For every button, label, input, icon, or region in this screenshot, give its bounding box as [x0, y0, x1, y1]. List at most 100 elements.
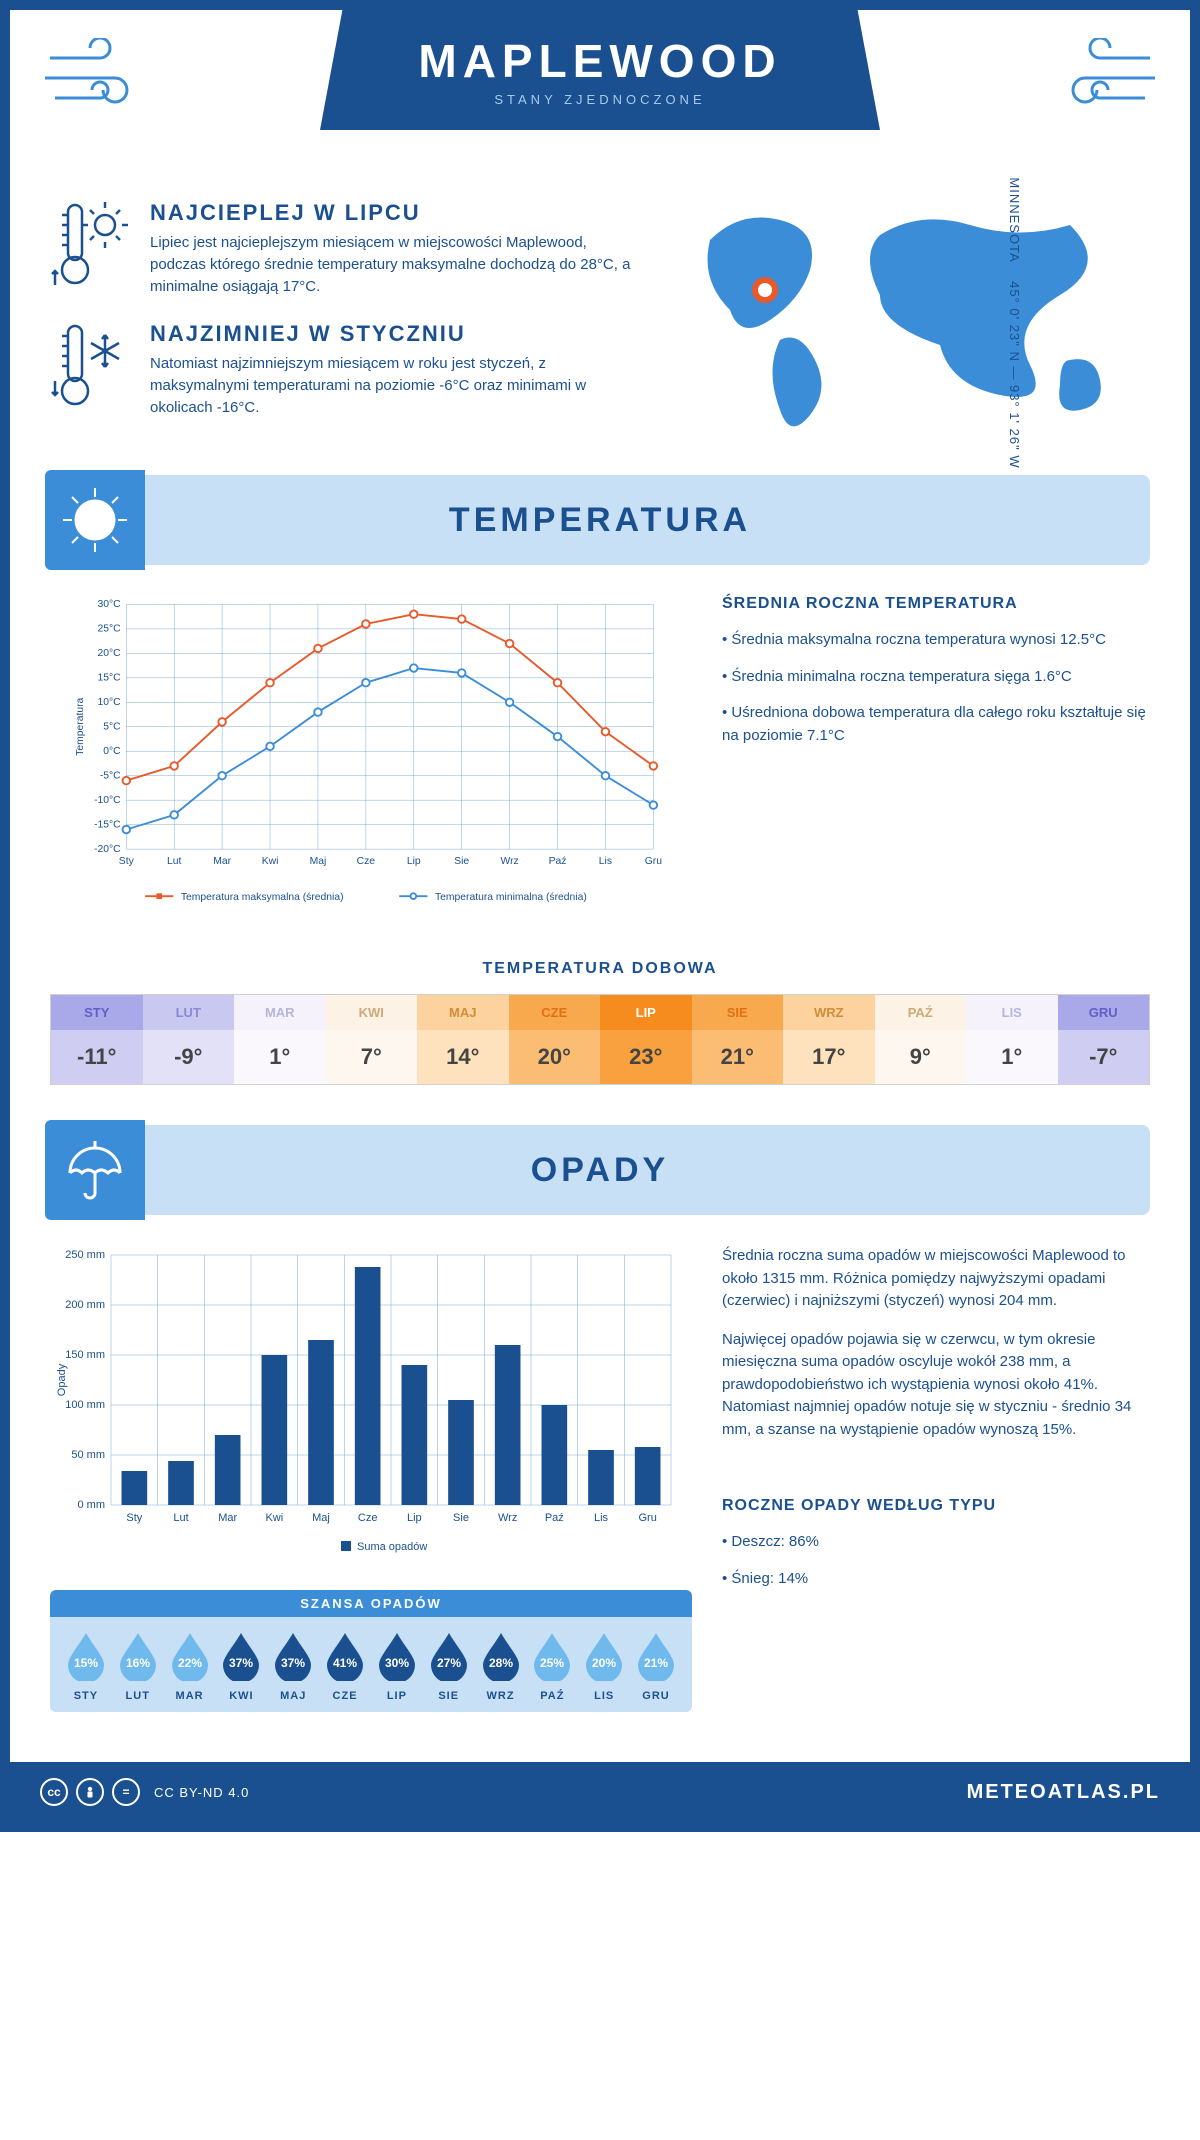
- svg-text:20°C: 20°C: [98, 648, 122, 659]
- precipitation-section-banner: OPADY: [50, 1125, 1150, 1215]
- svg-text:250 mm: 250 mm: [65, 1249, 105, 1261]
- svg-text:25%: 25%: [540, 1656, 564, 1670]
- precip-rain: • Deszcz: 86%: [722, 1531, 1150, 1554]
- hot-fact-text: Lipiec jest najcieplejszym miesiącem w m…: [150, 232, 640, 297]
- chance-drop: 30% LIP: [373, 1631, 421, 1702]
- svg-text:-10°C: -10°C: [94, 795, 121, 806]
- cc-icon: cc: [40, 1778, 68, 1806]
- temp-table-cell: WRZ 17°: [783, 995, 875, 1084]
- svg-text:Lis: Lis: [594, 1512, 609, 1524]
- nd-icon: =: [112, 1778, 140, 1806]
- svg-text:0°C: 0°C: [103, 746, 121, 757]
- svg-text:Maj: Maj: [312, 1512, 330, 1524]
- header: MAPLEWOOD STANY ZJEDNOCZONE: [10, 10, 1190, 190]
- world-map-panel: MINNESOTA 45° 0' 23" N — 93° 1' 26" W: [670, 200, 1150, 445]
- page-subtitle: STANY ZJEDNOCZONE: [494, 92, 705, 107]
- chance-drop: 41% CZE: [321, 1631, 369, 1702]
- chance-drop: 37% MAJ: [269, 1631, 317, 1702]
- svg-text:Cze: Cze: [358, 1512, 378, 1524]
- svg-text:Lis: Lis: [599, 856, 612, 867]
- svg-text:Lip: Lip: [407, 1512, 422, 1524]
- brand-text: METEOATLAS.PL: [967, 1781, 1160, 1804]
- svg-text:28%: 28%: [489, 1656, 513, 1670]
- chance-drop: 21% GRU: [632, 1631, 680, 1702]
- svg-text:50 mm: 50 mm: [71, 1449, 105, 1461]
- svg-text:Lut: Lut: [167, 856, 182, 867]
- svg-text:Lip: Lip: [407, 856, 421, 867]
- precipitation-chance-panel: SZANSA OPADÓW 15% STY 16% LUT 22% MAR 37…: [50, 1590, 692, 1712]
- temp-table-cell: PAŹ 9°: [875, 995, 967, 1084]
- cold-fact-text: Natomiast najzimniejszym miesiącem w rok…: [150, 353, 640, 418]
- temp-table-cell: LUT -9°: [143, 995, 235, 1084]
- temp-table-cell: KWI 7°: [326, 995, 418, 1084]
- svg-text:Wrz: Wrz: [498, 1512, 517, 1524]
- hottest-fact: NAJCIEPLEJ W LIPCU Lipiec jest najcieple…: [50, 200, 640, 297]
- header-banner: MAPLEWOOD STANY ZJEDNOCZONE: [320, 10, 880, 130]
- svg-text:41%: 41%: [333, 1656, 357, 1670]
- svg-text:15°C: 15°C: [98, 673, 122, 684]
- chance-drop: 15% STY: [62, 1631, 110, 1702]
- svg-text:5°C: 5°C: [103, 722, 121, 733]
- temp-table-cell: LIP 23°: [600, 995, 692, 1084]
- page-title: MAPLEWOOD: [418, 34, 781, 88]
- svg-text:Gru: Gru: [645, 856, 662, 867]
- footer: cc = CC BY-ND 4.0 METEOATLAS.PL: [10, 1762, 1190, 1822]
- temp-bullet: • Uśredniona dobowa temperatura dla całe…: [722, 702, 1150, 747]
- svg-text:Temperatura: Temperatura: [75, 697, 86, 755]
- svg-text:Cze: Cze: [357, 856, 376, 867]
- chance-drop: 16% LUT: [114, 1631, 162, 1702]
- svg-text:Wrz: Wrz: [501, 856, 519, 867]
- svg-text:Opady: Opady: [56, 1363, 68, 1396]
- precipitation-summary: Średnia roczna suma opadów w miejscowośc…: [722, 1245, 1150, 1712]
- temp-table-cell: SIE 21°: [692, 995, 784, 1084]
- daily-temperature-table: STY -11° LUT -9° MAR 1° KWI 7° MAJ 14° C…: [50, 994, 1150, 1085]
- svg-text:Sie: Sie: [454, 856, 469, 867]
- svg-text:37%: 37%: [281, 1656, 305, 1670]
- wind-icon: [1030, 38, 1160, 118]
- temp-table-cell: CZE 20°: [509, 995, 601, 1084]
- precip-para: Średnia roczna suma opadów w miejscowośc…: [722, 1245, 1150, 1313]
- thermometer-cold-icon: [50, 321, 130, 411]
- svg-text:27%: 27%: [437, 1656, 461, 1670]
- precip-type-title: ROCZNE OPADY WEDŁUG TYPU: [722, 1497, 1150, 1515]
- by-icon: [76, 1778, 104, 1806]
- chance-drop: 27% SIE: [425, 1631, 473, 1702]
- svg-text:Suma opadów: Suma opadów: [357, 1541, 427, 1553]
- svg-text:Temperatura maksymalna (średni: Temperatura maksymalna (średnia): [181, 892, 344, 903]
- precipitation-title: OPADY: [50, 1151, 1150, 1190]
- daily-temp-title: TEMPERATURA DOBOWA: [10, 960, 1190, 978]
- precip-para: Najwięcej opadów pojawia się w czerwcu, …: [722, 1329, 1150, 1442]
- svg-text:30%: 30%: [385, 1656, 409, 1670]
- coordinates-text: MINNESOTA 45° 0' 23" N — 93° 1' 26" W: [1007, 177, 1022, 468]
- temp-table-cell: LIS 1°: [966, 995, 1058, 1084]
- svg-text:37%: 37%: [229, 1656, 253, 1670]
- temp-table-cell: STY -11°: [51, 995, 143, 1084]
- svg-text:21%: 21%: [644, 1656, 668, 1670]
- svg-text:Kwi: Kwi: [265, 1512, 283, 1524]
- umbrella-icon: [45, 1120, 145, 1220]
- svg-text:22%: 22%: [178, 1656, 202, 1670]
- temperature-line-chart: -20°C-15°C-10°C-5°C0°C5°C10°C15°C20°C25°…: [50, 595, 692, 920]
- chance-drop: 28% WRZ: [477, 1631, 525, 1702]
- temperature-title: TEMPERATURA: [50, 501, 1150, 540]
- svg-text:100 mm: 100 mm: [65, 1399, 105, 1411]
- coldest-fact: NAJZIMNIEJ W STYCZNIU Natomiast najzimni…: [50, 321, 640, 418]
- svg-text:Sty: Sty: [119, 856, 135, 867]
- svg-text:Gru: Gru: [638, 1512, 656, 1524]
- svg-text:-5°C: -5°C: [100, 771, 121, 782]
- svg-text:30°C: 30°C: [98, 599, 122, 610]
- svg-text:Mar: Mar: [218, 1512, 237, 1524]
- svg-text:Lut: Lut: [173, 1512, 188, 1524]
- precip-snow: • Śnieg: 14%: [722, 1568, 1150, 1591]
- svg-text:Sie: Sie: [453, 1512, 469, 1524]
- svg-text:150 mm: 150 mm: [65, 1349, 105, 1361]
- svg-text:20%: 20%: [592, 1656, 616, 1670]
- hot-fact-title: NAJCIEPLEJ W LIPCU: [150, 200, 640, 226]
- svg-text:0 mm: 0 mm: [78, 1499, 106, 1511]
- temperature-section-banner: TEMPERATURA: [50, 475, 1150, 565]
- temp-table-cell: MAR 1°: [234, 995, 326, 1084]
- svg-text:Temperatura minimalna (średnia: Temperatura minimalna (średnia): [435, 892, 587, 903]
- svg-text:15%: 15%: [74, 1656, 98, 1670]
- precipitation-bar-chart: 0 mm50 mm100 mm150 mm200 mm250 mmOpadySt…: [50, 1245, 692, 1570]
- svg-text:Maj: Maj: [310, 856, 327, 867]
